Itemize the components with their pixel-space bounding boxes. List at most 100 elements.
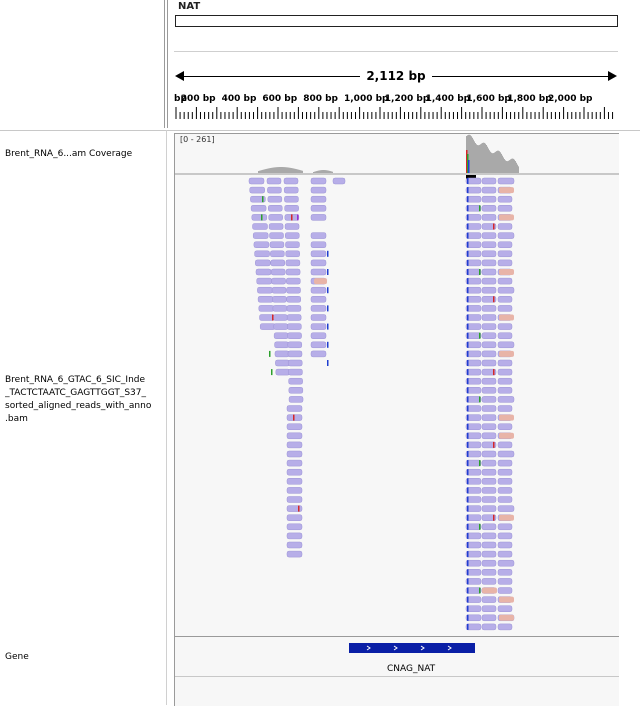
read [284, 195, 299, 203]
coverage-bar [477, 145, 478, 173]
mismatch-mark [467, 605, 469, 612]
read [465, 505, 482, 512]
tick-label: 1,600 bp [466, 94, 511, 104]
read [465, 541, 482, 549]
chevron-right-icon [447, 645, 452, 651]
mismatch-mark [467, 269, 469, 275]
mismatch-mark [467, 569, 469, 576]
mismatch-mark [467, 314, 469, 321]
read [481, 332, 497, 339]
mismatch-mark [467, 578, 469, 585]
read [465, 450, 482, 458]
read [481, 405, 497, 412]
read [287, 323, 302, 330]
coverage-bar [296, 169, 297, 173]
mismatch-mark [327, 287, 329, 294]
gene-panel[interactable]: CNAG_NAT [174, 636, 619, 706]
mismatch-mark [479, 269, 481, 275]
mismatch-mark [493, 296, 495, 303]
coverage-bar [485, 143, 486, 173]
coverage-bar [290, 167, 291, 173]
mismatch-mark [327, 360, 329, 366]
mismatch-mark [327, 250, 329, 257]
read [310, 350, 327, 358]
mismatch-mark [327, 305, 329, 312]
coverage-bar [512, 158, 513, 173]
alignment-name-line: .bam [5, 414, 28, 424]
tick-label: 600 bp [262, 94, 298, 104]
coverage-track-name[interactable]: Brent_RNA_6...am Coverage [5, 149, 133, 159]
mismatch-mark [297, 214, 299, 221]
mismatch-mark [467, 250, 469, 257]
read [465, 205, 482, 212]
mismatch-mark [467, 469, 469, 476]
read [310, 296, 327, 303]
soft-clipped-read [499, 214, 514, 221]
read [269, 241, 285, 248]
read [465, 314, 482, 321]
coverage-bar [499, 151, 500, 173]
read [310, 195, 327, 203]
chromosome-ideogram[interactable] [175, 15, 618, 27]
read [286, 478, 303, 485]
mismatch-mark [467, 341, 469, 348]
mismatch-mark [467, 587, 469, 594]
read [481, 441, 497, 449]
gene-track-name[interactable]: Gene [5, 652, 29, 662]
read [310, 205, 327, 212]
read [465, 341, 482, 349]
coverage-bar [502, 155, 503, 173]
read [481, 468, 497, 476]
read [283, 177, 299, 185]
name-panel-divider [164, 0, 165, 128]
mismatch-mark [493, 514, 495, 521]
mismatch-mark [467, 223, 469, 230]
read [257, 286, 273, 294]
read [465, 532, 482, 540]
coverage-bar [293, 168, 294, 173]
tick-label: 400 bp [221, 94, 257, 104]
read [285, 232, 300, 239]
coverage-bar [301, 170, 302, 173]
mismatch-mark [467, 278, 469, 285]
coverage-bar [507, 161, 508, 173]
read [310, 214, 327, 221]
read [270, 268, 286, 276]
read [481, 559, 497, 567]
gene-feature[interactable] [175, 637, 619, 667]
coverage-bar [286, 167, 287, 173]
alignment-view[interactable] [175, 134, 619, 636]
read [465, 432, 482, 440]
data-panel[interactable]: [0 - 261] [174, 133, 619, 636]
mismatch-mark [467, 623, 469, 630]
coverage-bar [326, 170, 327, 173]
read [310, 341, 327, 349]
coverage-bar [263, 169, 264, 173]
mismatch-mark [467, 387, 469, 394]
read [481, 186, 497, 194]
coverage-bar [328, 170, 329, 173]
coverage-bar [289, 167, 290, 173]
read [481, 387, 497, 394]
read [465, 350, 482, 358]
read [497, 578, 513, 585]
read [481, 505, 497, 512]
alignment-track-name[interactable]: Brent_RNA_6_GTAC_6_SIC_Inde _TACTCTAATC_… [5, 374, 160, 426]
coverage-bar [288, 167, 289, 173]
coverage-bar [505, 160, 506, 173]
mismatch-mark [467, 460, 469, 467]
read [267, 195, 283, 203]
coverage-bar [482, 142, 483, 173]
read [249, 186, 265, 194]
coverage-bar [275, 167, 276, 173]
read [465, 441, 482, 449]
coverage-bar [270, 168, 271, 173]
mismatch-mark [467, 432, 469, 439]
read [465, 623, 482, 631]
coverage-bar [330, 171, 331, 173]
read [286, 277, 301, 285]
read [497, 323, 513, 330]
coverage-bar [472, 137, 473, 173]
ruler[interactable]: 2,112 bp bp 200 bp 400 bp 600 bp 800 bp 1,000… [174, 51, 618, 129]
coverage-bar [261, 170, 262, 173]
